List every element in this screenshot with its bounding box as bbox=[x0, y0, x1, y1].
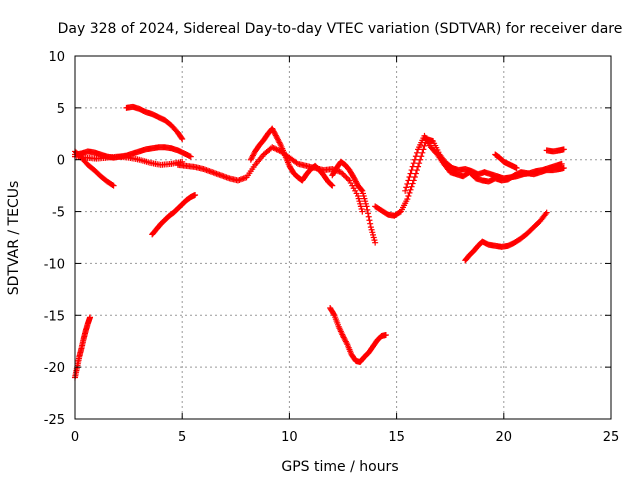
series-seg-i bbox=[329, 158, 379, 246]
series-seg-d bbox=[123, 103, 186, 142]
data-point-interp bbox=[367, 220, 374, 227]
data-point bbox=[382, 331, 389, 338]
data-point bbox=[372, 239, 379, 246]
data-point-interp bbox=[413, 167, 420, 174]
x-tick-label: 25 bbox=[603, 430, 620, 445]
series-seg-c bbox=[72, 153, 186, 168]
y-tick-label: 0 bbox=[57, 154, 65, 169]
data-point-interp bbox=[542, 210, 549, 217]
data-point bbox=[363, 203, 370, 210]
data-point-interp bbox=[408, 183, 415, 190]
series-seg-n bbox=[543, 146, 567, 155]
data-point bbox=[408, 167, 415, 174]
data-point bbox=[192, 191, 199, 198]
data-point-interp bbox=[405, 177, 412, 184]
series-seg-j bbox=[327, 305, 389, 365]
data-point-interp bbox=[365, 210, 372, 217]
data-point-interp bbox=[328, 181, 335, 188]
data-point bbox=[187, 153, 194, 160]
data-point bbox=[513, 165, 520, 172]
data-point-interp bbox=[415, 163, 422, 170]
data-point-interp bbox=[406, 174, 413, 180]
data-point-interp bbox=[409, 180, 416, 187]
data-point bbox=[87, 314, 94, 321]
series-seg-k bbox=[372, 135, 565, 219]
data-point-interp bbox=[421, 142, 428, 149]
data-point-interp bbox=[342, 173, 349, 180]
data-point-interp bbox=[364, 206, 371, 213]
data-point-interp bbox=[358, 186, 365, 193]
plot-frame bbox=[74, 55, 612, 420]
data-point-interp bbox=[412, 153, 419, 160]
data-point-interp bbox=[405, 193, 412, 200]
series-seg-g bbox=[174, 144, 366, 215]
data-point-interp bbox=[277, 140, 284, 147]
y-tick-label: -25 bbox=[44, 413, 65, 428]
y-tick-label: 10 bbox=[48, 50, 65, 65]
x-tick-label: 5 bbox=[178, 430, 186, 445]
data-point bbox=[417, 156, 424, 163]
y-tick-label: 5 bbox=[57, 102, 65, 117]
data-point-interp bbox=[178, 134, 185, 141]
data-point-interp bbox=[345, 176, 352, 183]
x-tick-label: 15 bbox=[388, 430, 405, 445]
data-point-interp bbox=[404, 180, 411, 187]
data-point bbox=[560, 165, 567, 172]
data-point-interp bbox=[340, 171, 347, 178]
data-point-interp bbox=[407, 170, 414, 177]
data-point-interp bbox=[411, 156, 418, 163]
data-point bbox=[543, 209, 550, 216]
data-point-interp bbox=[409, 163, 416, 170]
data-point-interp bbox=[109, 181, 116, 188]
y-tick-label: -10 bbox=[44, 257, 65, 272]
y-axis-label: SDTVAR / TECUs bbox=[6, 181, 22, 296]
x-axis-label: GPS time / hours bbox=[281, 459, 398, 475]
data-point-interp bbox=[420, 146, 427, 153]
grid bbox=[75, 56, 611, 419]
series-seg-m bbox=[492, 151, 520, 172]
data-point-interp bbox=[418, 153, 425, 160]
data-point bbox=[560, 146, 567, 153]
data-point bbox=[404, 196, 411, 203]
data-point-interp bbox=[406, 189, 413, 196]
x-tick-label: 20 bbox=[496, 430, 513, 445]
y-tick-label: -5 bbox=[52, 206, 65, 221]
data-point-interp bbox=[407, 186, 414, 193]
x-tick-label: 0 bbox=[71, 430, 79, 445]
data-point bbox=[110, 182, 117, 189]
data-point-interp bbox=[330, 311, 337, 318]
data-point-interp bbox=[343, 339, 350, 346]
data-point bbox=[179, 135, 186, 142]
data-point-interp bbox=[366, 217, 373, 224]
data-point bbox=[359, 208, 366, 215]
series-seg-h bbox=[247, 125, 336, 189]
chart-title: Day 328 of 2024, Sidereal Day-to-day VTE… bbox=[58, 21, 623, 37]
ticks: 0 5 10 15 20 25 -25 -20 -15 -10 -5 0 5 10 bbox=[44, 50, 620, 445]
series-seg-e bbox=[149, 191, 199, 238]
data-point-interp bbox=[365, 213, 372, 220]
data-point-interp bbox=[412, 170, 419, 177]
data-point-interp bbox=[419, 149, 426, 156]
data-point-interp bbox=[410, 160, 417, 167]
data-point-interp bbox=[413, 149, 420, 156]
data-point-interp bbox=[416, 160, 423, 167]
data-layer bbox=[72, 103, 567, 381]
data-point-interp bbox=[343, 174, 350, 181]
data-point-interp bbox=[411, 174, 418, 180]
data-point bbox=[402, 187, 409, 194]
series-seg-o bbox=[462, 209, 550, 264]
data-point bbox=[410, 177, 417, 184]
x-tick-label: 10 bbox=[281, 430, 298, 445]
data-point bbox=[329, 182, 336, 189]
y-tick-label: -15 bbox=[44, 309, 65, 324]
y-tick-label: -20 bbox=[44, 361, 65, 376]
series-seg-l bbox=[402, 132, 567, 194]
data-point-interp bbox=[403, 184, 410, 191]
